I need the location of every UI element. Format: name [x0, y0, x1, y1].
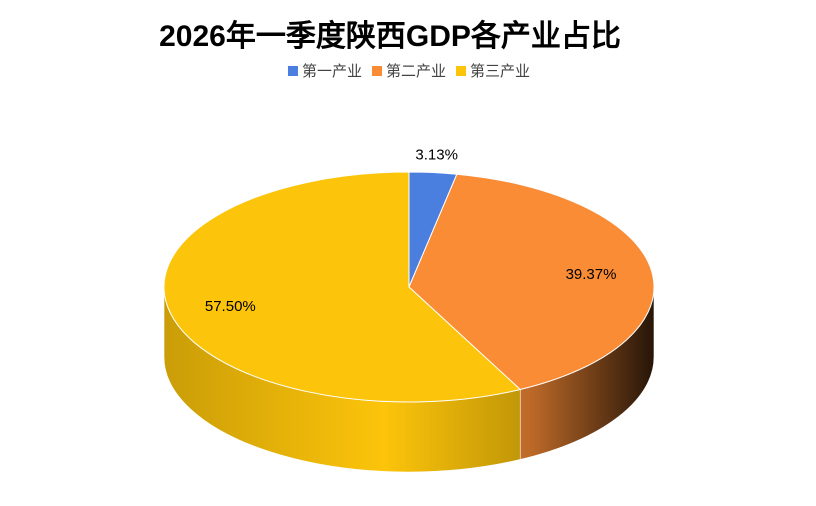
- legend-swatch: [456, 66, 467, 76]
- pie-slice: [163, 171, 522, 403]
- legend-swatch: [287, 66, 298, 76]
- legend-label: 第三产业: [470, 62, 530, 80]
- pie-tops: [163, 171, 655, 403]
- pie-slice: [408, 173, 655, 391]
- data-label: 39.37%: [566, 266, 617, 283]
- chart-title: 2026年一季度陕西GDP各产业占比: [159, 19, 621, 53]
- legend-swatch: [371, 66, 382, 76]
- data-labels: 3.13% 39.37% 57.50%: [205, 146, 617, 315]
- data-label: 57.50%: [205, 298, 256, 315]
- legend: 第一产业 第二产业 第三产业: [287, 62, 530, 80]
- legend-label: 第一产业: [302, 62, 362, 80]
- legend-label: 第二产业: [386, 62, 446, 80]
- data-label: 3.13%: [415, 146, 458, 163]
